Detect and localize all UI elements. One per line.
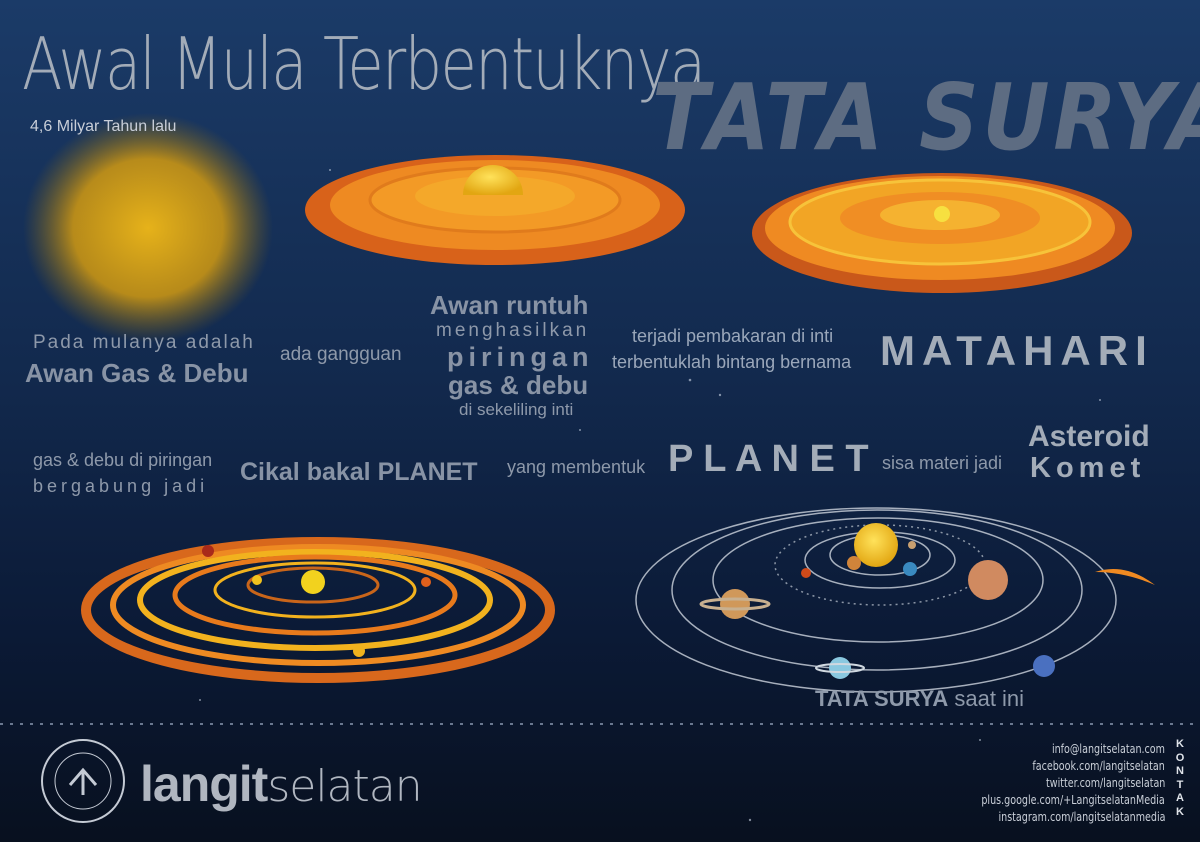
page-title: Awal Mula Terbentuknya bbox=[22, 22, 706, 106]
planets bbox=[699, 523, 1155, 679]
ignition-caption-2: terbentuklah bintang bernama bbox=[612, 352, 852, 372]
collapse-caption: menghasilkan bbox=[436, 320, 590, 341]
merge-caption-2: bergabung jadi bbox=[33, 476, 209, 496]
sun-label: MATAHARI bbox=[880, 327, 1154, 374]
page-title-emphasis: TATA SURYA bbox=[652, 64, 1200, 171]
collapse-caption-bold: Awan runtuh bbox=[430, 290, 589, 320]
cloud-caption-bold: Awan Gas & Debu bbox=[25, 358, 249, 388]
protoplanetary-disk bbox=[81, 537, 555, 683]
leftover-caption: sisa materi jadi bbox=[882, 453, 1003, 473]
contact-facebook[interactable]: facebook.com/langitselatan bbox=[1032, 758, 1165, 773]
contact-instagram[interactable]: instagram.com/langitselatanmedia bbox=[997, 809, 1165, 824]
comet bbox=[1095, 568, 1155, 585]
collapse-location: di sekeliling inti bbox=[459, 400, 574, 419]
asteroid-label: Asteroid bbox=[1028, 420, 1150, 453]
collapsing-disk bbox=[305, 155, 685, 265]
solar-system bbox=[635, 507, 1117, 693]
brand-bold: langit bbox=[140, 756, 268, 812]
forming-caption: yang membentuk bbox=[507, 457, 646, 477]
today-emphasis: TATA SURYA bbox=[815, 686, 949, 711]
ignited-disk bbox=[752, 173, 1132, 293]
time-label: 4,6 Milyar Tahun lalu bbox=[30, 118, 177, 135]
collapse-gas-label: gas & debu bbox=[448, 370, 589, 400]
collapse-disk-label: piringan bbox=[447, 342, 594, 372]
brand-wordmark: langitselatan bbox=[140, 755, 423, 813]
brand-light: selatan bbox=[267, 761, 422, 812]
disturbance-caption: ada gangguan bbox=[280, 344, 402, 365]
gas-cloud bbox=[23, 113, 273, 343]
logo bbox=[41, 739, 125, 823]
contact-twitter[interactable]: twitter.com/langitselatan bbox=[1045, 775, 1165, 790]
today-caption: TATA SURYA saat ini bbox=[815, 686, 1024, 712]
planet-label: P L A N E T bbox=[668, 438, 869, 480]
contact-googleplus[interactable]: plus.google.com/+LangitselatanMedia bbox=[981, 792, 1165, 807]
contact-label: KONTAK bbox=[1175, 738, 1185, 818]
comet-label: Komet bbox=[1030, 452, 1146, 484]
merge-caption: gas & debu di piringan bbox=[33, 450, 213, 470]
today-rest: saat ini bbox=[948, 686, 1025, 711]
ignition-caption: terjadi pembakaran di inti bbox=[632, 326, 834, 346]
cloud-caption: Pada mulanya adalah bbox=[33, 332, 255, 353]
stars bbox=[199, 169, 1101, 822]
contact-email[interactable]: info@langitselatan.com bbox=[1051, 741, 1165, 756]
seed-label: Cikal bakal PLANET bbox=[240, 458, 478, 486]
